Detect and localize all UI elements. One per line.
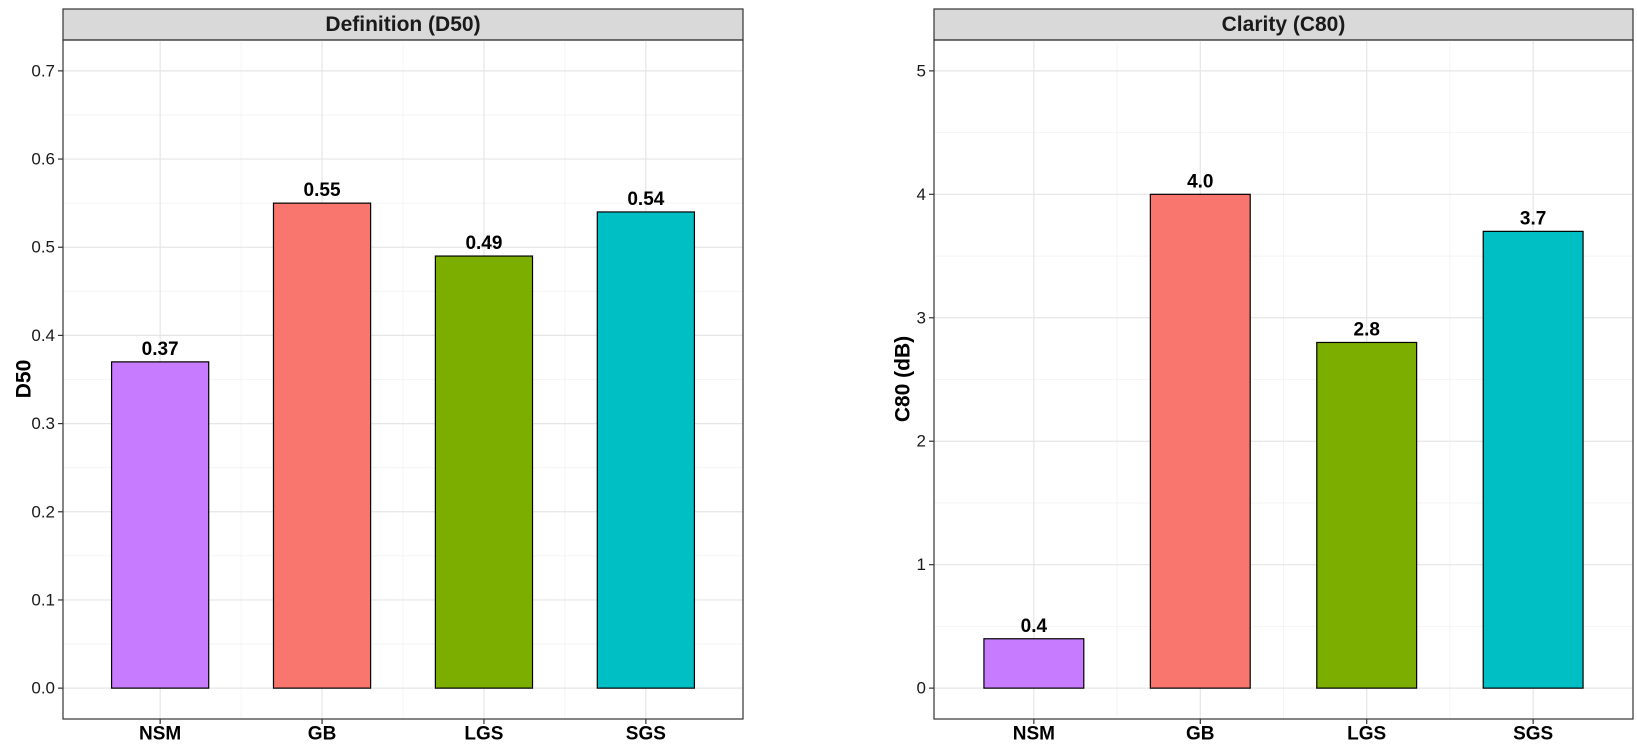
y-tick-label: 5 bbox=[917, 61, 926, 80]
data-label-sgs: 3.7 bbox=[1520, 208, 1546, 229]
data-label-nsm: 0.4 bbox=[1021, 616, 1048, 637]
panel-border bbox=[933, 39, 1634, 720]
x-tick-label: GB bbox=[1186, 724, 1215, 745]
panel-clarity-c80: Clarity (C80) 0.4 4.0 2.8 3.7 0 1 2 3 4 5 NSM GB L… bbox=[892, 8, 1634, 745]
bar-lgs bbox=[434, 255, 534, 689]
data-label-lgs: 0.49 bbox=[465, 233, 502, 254]
bar-gb bbox=[1149, 193, 1251, 689]
x-tick-label: SGS bbox=[1513, 724, 1553, 745]
x-tick-label: NSM bbox=[139, 724, 181, 745]
data-label-sgs: 0.54 bbox=[627, 189, 664, 210]
y-tick-label: 0.6 bbox=[31, 150, 55, 169]
x-tick-label: LGS bbox=[464, 724, 503, 745]
x-tick-label: NSM bbox=[1013, 724, 1055, 745]
bars bbox=[110, 202, 696, 689]
bar-lgs bbox=[1316, 341, 1418, 689]
y-tick-label: 2 bbox=[917, 432, 926, 451]
y-tick-label: 0 bbox=[917, 679, 926, 698]
bar-nsm bbox=[110, 361, 210, 689]
y-axis-label: C80 (dB) bbox=[892, 336, 915, 422]
data-label-gb: 0.55 bbox=[304, 180, 341, 201]
x-tick-label: LGS bbox=[1347, 724, 1386, 745]
panel-title: Definition (D50) bbox=[325, 13, 480, 36]
x-ticks: NSM GB LGS SGS bbox=[139, 719, 666, 745]
data-label-gb: 4.0 bbox=[1187, 171, 1213, 192]
data-label-nsm: 0.37 bbox=[142, 339, 179, 360]
y-axis-label: D50 bbox=[13, 360, 36, 399]
y-tick-label: 4 bbox=[917, 185, 926, 204]
panel-title: Clarity (C80) bbox=[1222, 13, 1346, 36]
data-labels: 0.4 4.0 2.8 3.7 bbox=[1021, 171, 1547, 636]
y-ticks: 0 1 2 3 4 5 bbox=[917, 61, 934, 698]
x-ticks: NSM GB LGS SGS bbox=[1013, 719, 1553, 745]
bars bbox=[983, 193, 1584, 689]
y-tick-label: 0.2 bbox=[31, 502, 55, 521]
strip-background bbox=[62, 8, 744, 41]
y-ticks: 0.0 0.1 0.2 0.3 0.4 0.5 0.6 0.7 bbox=[31, 61, 63, 698]
bar-nsm bbox=[983, 638, 1085, 689]
panel-border bbox=[62, 39, 744, 720]
y-tick-label: 0.3 bbox=[31, 414, 55, 433]
y-tick-label: 1 bbox=[917, 555, 926, 574]
panel-definition-d50: Definition (D50) 0.37 0.55 0.49 0.54 0.0 0.1… bbox=[13, 8, 744, 745]
x-tick-label: GB bbox=[308, 724, 337, 745]
bar-sgs bbox=[1482, 230, 1584, 689]
y-tick-label: 0.5 bbox=[31, 238, 55, 257]
data-label-lgs: 2.8 bbox=[1354, 319, 1380, 340]
y-tick-label: 0.1 bbox=[31, 590, 55, 609]
bar-gb bbox=[272, 202, 372, 689]
data-labels: 0.37 0.55 0.49 0.54 bbox=[142, 180, 665, 360]
x-tick-label: SGS bbox=[626, 724, 666, 745]
y-tick-label: 0.7 bbox=[31, 61, 55, 80]
y-tick-label: 0.4 bbox=[31, 326, 55, 345]
strip-background bbox=[933, 8, 1634, 41]
bar-sgs bbox=[596, 211, 696, 689]
y-tick-label: 3 bbox=[917, 308, 926, 327]
y-tick-label: 0.0 bbox=[31, 679, 55, 698]
